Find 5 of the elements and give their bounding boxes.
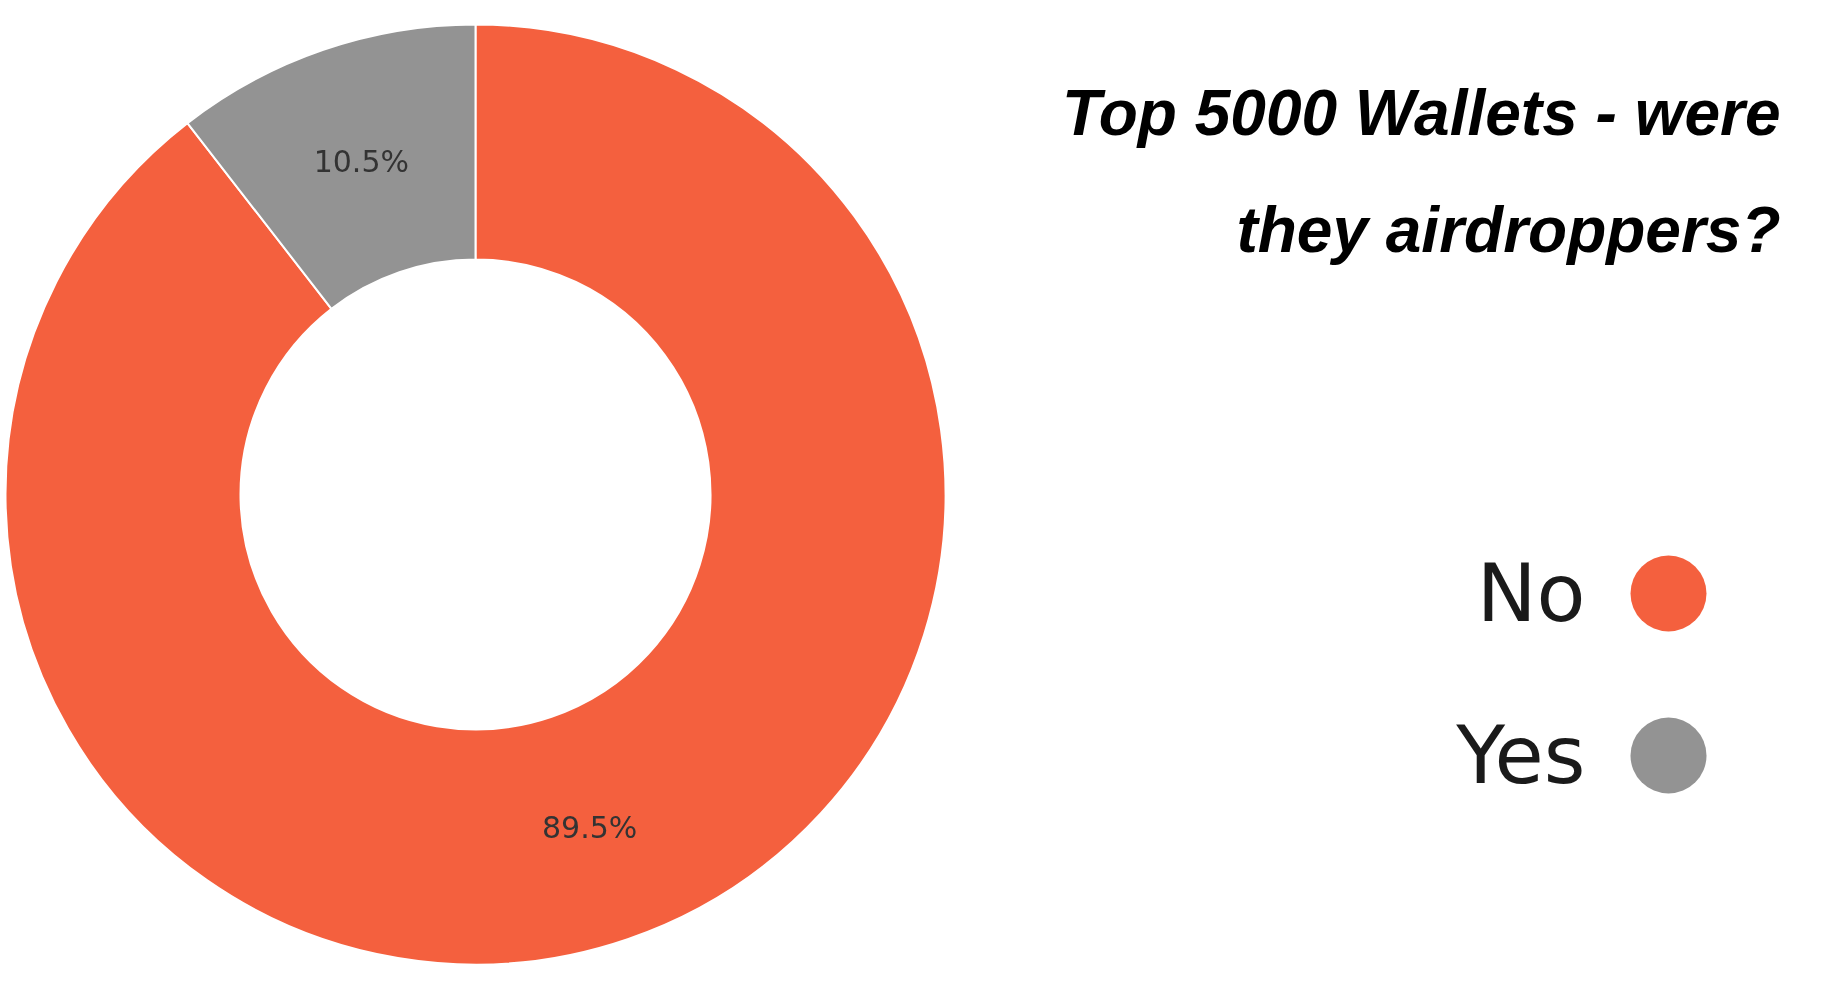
legend-label: Yes [1455, 709, 1586, 802]
legend-label: No [1476, 547, 1586, 640]
text: Top 5000 Wallets - were they airdroppers? [1062, 76, 1781, 266]
data-label: 89.5% [542, 810, 638, 846]
data-label: 10.5% [313, 143, 409, 179]
